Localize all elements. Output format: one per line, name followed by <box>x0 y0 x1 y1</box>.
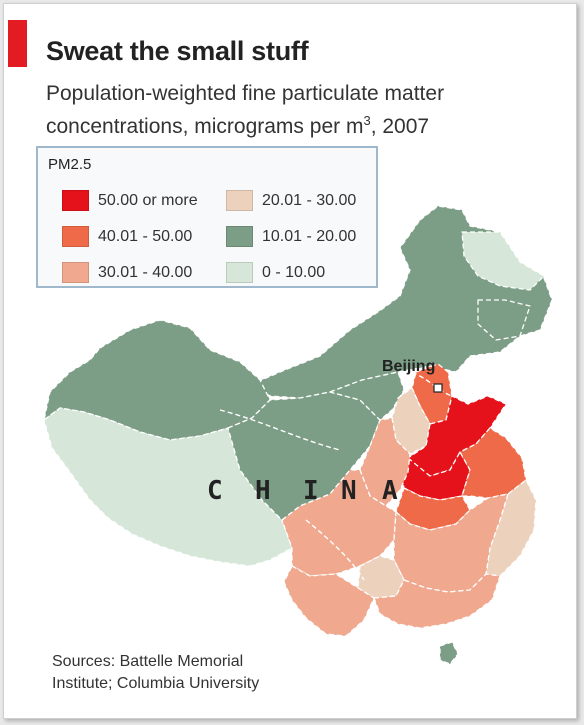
country-letter-c: C <box>207 476 223 506</box>
legend-label-0-10: 0 - 10.00 <box>262 263 326 281</box>
legend-swatch-20-30 <box>226 190 253 211</box>
legend-label-30-40: 30.01 - 40.00 <box>98 263 193 281</box>
region-shanxi <box>391 387 431 455</box>
legend-swatch-10-20 <box>226 226 253 247</box>
region-yunnan <box>283 565 375 637</box>
legend-swatch-30-40 <box>62 262 89 283</box>
region-jiangxi-hunan <box>393 493 509 593</box>
sources-line2: Institute; Columbia University <box>52 675 260 692</box>
subtitle-line2: concentrations, micrograms per m <box>46 115 364 138</box>
region-jilin <box>477 299 531 341</box>
legend-item-20-30: 20.01 - 30.00 <box>226 190 356 211</box>
beijing-marker <box>433 383 443 393</box>
legend-label-10-20: 10.01 - 20.00 <box>262 227 357 245</box>
country-letter-n: N <box>341 476 357 506</box>
beijing-label: Beijing <box>382 358 436 375</box>
sources-note: Sources: Battelle Memorial Institute; Co… <box>52 651 259 695</box>
legend-item-0-10: 0 - 10.00 <box>226 262 325 283</box>
region-qinghai <box>227 391 381 521</box>
legend-swatch-50-plus <box>62 190 89 211</box>
country-letter-i: I <box>303 476 319 506</box>
subtitle-year: , 2007 <box>370 115 430 138</box>
chart-title: Sweat the small stuff <box>46 36 309 66</box>
legend-item-40-50: 40.01 - 50.00 <box>62 226 192 247</box>
legend-label-40-50: 40.01 - 50.00 <box>98 227 193 245</box>
legend-swatch-40-50 <box>62 226 89 247</box>
region-gansu-ningxia <box>329 371 405 421</box>
country-letter-a: A <box>382 476 398 506</box>
legend-item-30-40: 30.01 - 40.00 <box>62 262 192 283</box>
legend-swatch-0-10 <box>226 262 253 283</box>
region-heilongjiang <box>461 231 545 291</box>
map-legend: PM2.5 50.00 or more 40.01 - 50.00 30.01 … <box>36 146 378 288</box>
legend-label-50-plus: 50.00 or more <box>98 191 198 209</box>
region-guangxi-guangdong <box>373 573 501 629</box>
brand-red-bar <box>8 20 27 67</box>
region-xizang <box>43 407 293 567</box>
sources-line1: Sources: Battelle Memorial <box>52 653 244 670</box>
region-shandong-henan <box>407 395 507 477</box>
legend-item-10-20: 10.01 - 20.00 <box>226 226 356 247</box>
subtitle-line1: Population-weighted fine particulate mat… <box>46 82 445 105</box>
chart-subtitle: Population-weighted fine particulate mat… <box>46 80 546 140</box>
legend-label-20-30: 20.01 - 30.00 <box>262 191 357 209</box>
region-hainan <box>439 641 459 665</box>
legend-item-50-plus: 50.00 or more <box>62 190 198 211</box>
subtitle-superscript: 3 <box>363 113 371 128</box>
legend-title: PM2.5 <box>48 156 92 173</box>
country-letter-h: H <box>255 476 271 506</box>
